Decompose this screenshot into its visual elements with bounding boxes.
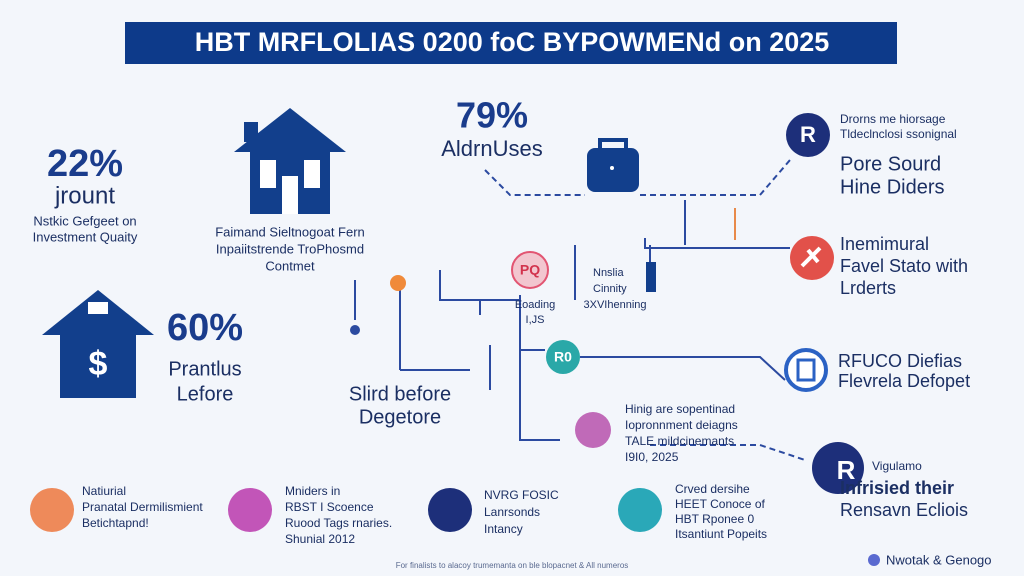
footer: For finalists to alacoy trumemanta on bl…	[396, 561, 629, 570]
stat-label: Lefore	[177, 383, 234, 405]
bottom-text: Pranatal Dermilismient	[82, 500, 203, 514]
icon-glyph	[800, 246, 822, 268]
bottom-icon	[618, 488, 662, 532]
connector	[354, 270, 560, 441]
bottom-icon	[30, 488, 74, 532]
node-circle	[511, 251, 549, 289]
bottom-text: Ruood Tags rnaries.	[285, 516, 392, 530]
title-banner	[125, 22, 897, 64]
icon-letter: R	[837, 455, 856, 485]
stat-label: jrount	[54, 182, 115, 209]
small-text: Vigulamo	[872, 459, 922, 473]
bottom-text: Intancy	[484, 522, 523, 536]
stat-label: Prantlus	[168, 358, 241, 380]
label: Slird before	[349, 383, 451, 405]
node-text: I,JS	[526, 314, 545, 326]
bottom-text: HBT Rponee 0	[675, 512, 754, 526]
bottom-text: HEET Conoce of	[675, 497, 765, 511]
panel-text: Hine Diders	[840, 176, 944, 198]
connector	[640, 159, 791, 196]
bottom-text: Natiurial	[82, 484, 126, 498]
panel-text: Flevrela Defopet	[838, 371, 970, 391]
icon-circle	[812, 442, 864, 494]
node-text: Iopronnment deiagns	[625, 418, 738, 432]
bottom-text: NVRG FOSIC	[484, 488, 559, 502]
panel-text: Pore Sourd	[840, 153, 941, 175]
node-text: TALE mildcinemants	[625, 434, 734, 448]
node-text: 3XVIhenning	[584, 299, 647, 311]
stat-value: 79%	[456, 95, 528, 136]
title: HBT MRFLOLIAS 0200 foC BYPOWMENd on 2025	[195, 27, 830, 57]
bottom-text: Crved dersihe	[675, 482, 750, 496]
node-circle	[575, 412, 611, 448]
node-text: Nnslia	[593, 267, 624, 279]
stat-value: 60%	[167, 307, 243, 349]
node-circle	[546, 340, 580, 374]
brand-logo	[868, 554, 880, 566]
stat-value: 22%	[47, 143, 123, 185]
small-text: Tldeclnclosi ssonignal	[840, 127, 957, 141]
node-dot	[350, 325, 360, 335]
connector	[650, 444, 806, 461]
small-text: Drorns me hiorsage	[840, 112, 946, 126]
icon-circle	[784, 348, 828, 392]
caption: Contmet	[265, 258, 315, 273]
panel-text: Lrderts	[840, 278, 896, 298]
node-icon: PQ	[520, 262, 540, 278]
bottom-icon	[228, 488, 272, 532]
svg-text:$: $	[89, 345, 108, 383]
briefcase-icon	[587, 138, 639, 192]
bottom-icon	[428, 488, 472, 532]
node-dot	[390, 275, 406, 291]
panel-text: Favel Stato with	[840, 256, 968, 276]
node-bar	[646, 262, 656, 292]
node-icon: R0	[554, 349, 572, 365]
connector	[644, 238, 790, 249]
panel-text: RFUCO Diefias	[838, 351, 962, 371]
bottom-text: Betichtapnd!	[82, 516, 149, 530]
caption: Inpaiitstrende TroPhosmd	[216, 241, 364, 256]
bottom-text: Itsantiunt Popeits	[675, 527, 767, 541]
bottom-text: Shunial 2012	[285, 532, 355, 546]
brand: Nwotak & Genogo	[886, 552, 992, 567]
label: Degetore	[359, 406, 441, 428]
bottom-text: Lanrsonds	[484, 505, 540, 519]
node-text: Cinnity	[593, 283, 627, 295]
panel-text: Infrisied their	[840, 478, 954, 498]
stat-text: Investment Quaity	[33, 229, 138, 244]
node-text: Eoading	[515, 299, 555, 311]
panel-text: Rensavn Ecliois	[840, 500, 968, 520]
connector	[484, 169, 585, 196]
stat-text: Nstkic Gefgeet on	[33, 213, 136, 228]
house-icon	[234, 108, 346, 214]
money-house-icon: $	[42, 290, 154, 398]
bottom-text: RBST I Scoence	[285, 500, 374, 514]
icon-letter: R	[800, 122, 816, 147]
node-text: Hinig are sopentinad	[625, 402, 735, 416]
icon-circle	[786, 113, 830, 157]
caption: Faimand Sieltnogoat Fern	[215, 224, 365, 239]
panel-text: Inemimural	[840, 234, 929, 254]
node-text: I9I0, 2025	[625, 450, 679, 464]
icon-glyph	[796, 358, 816, 382]
stat-label: AldrnUses	[441, 136, 542, 161]
bottom-text: Mniders in	[285, 484, 340, 498]
